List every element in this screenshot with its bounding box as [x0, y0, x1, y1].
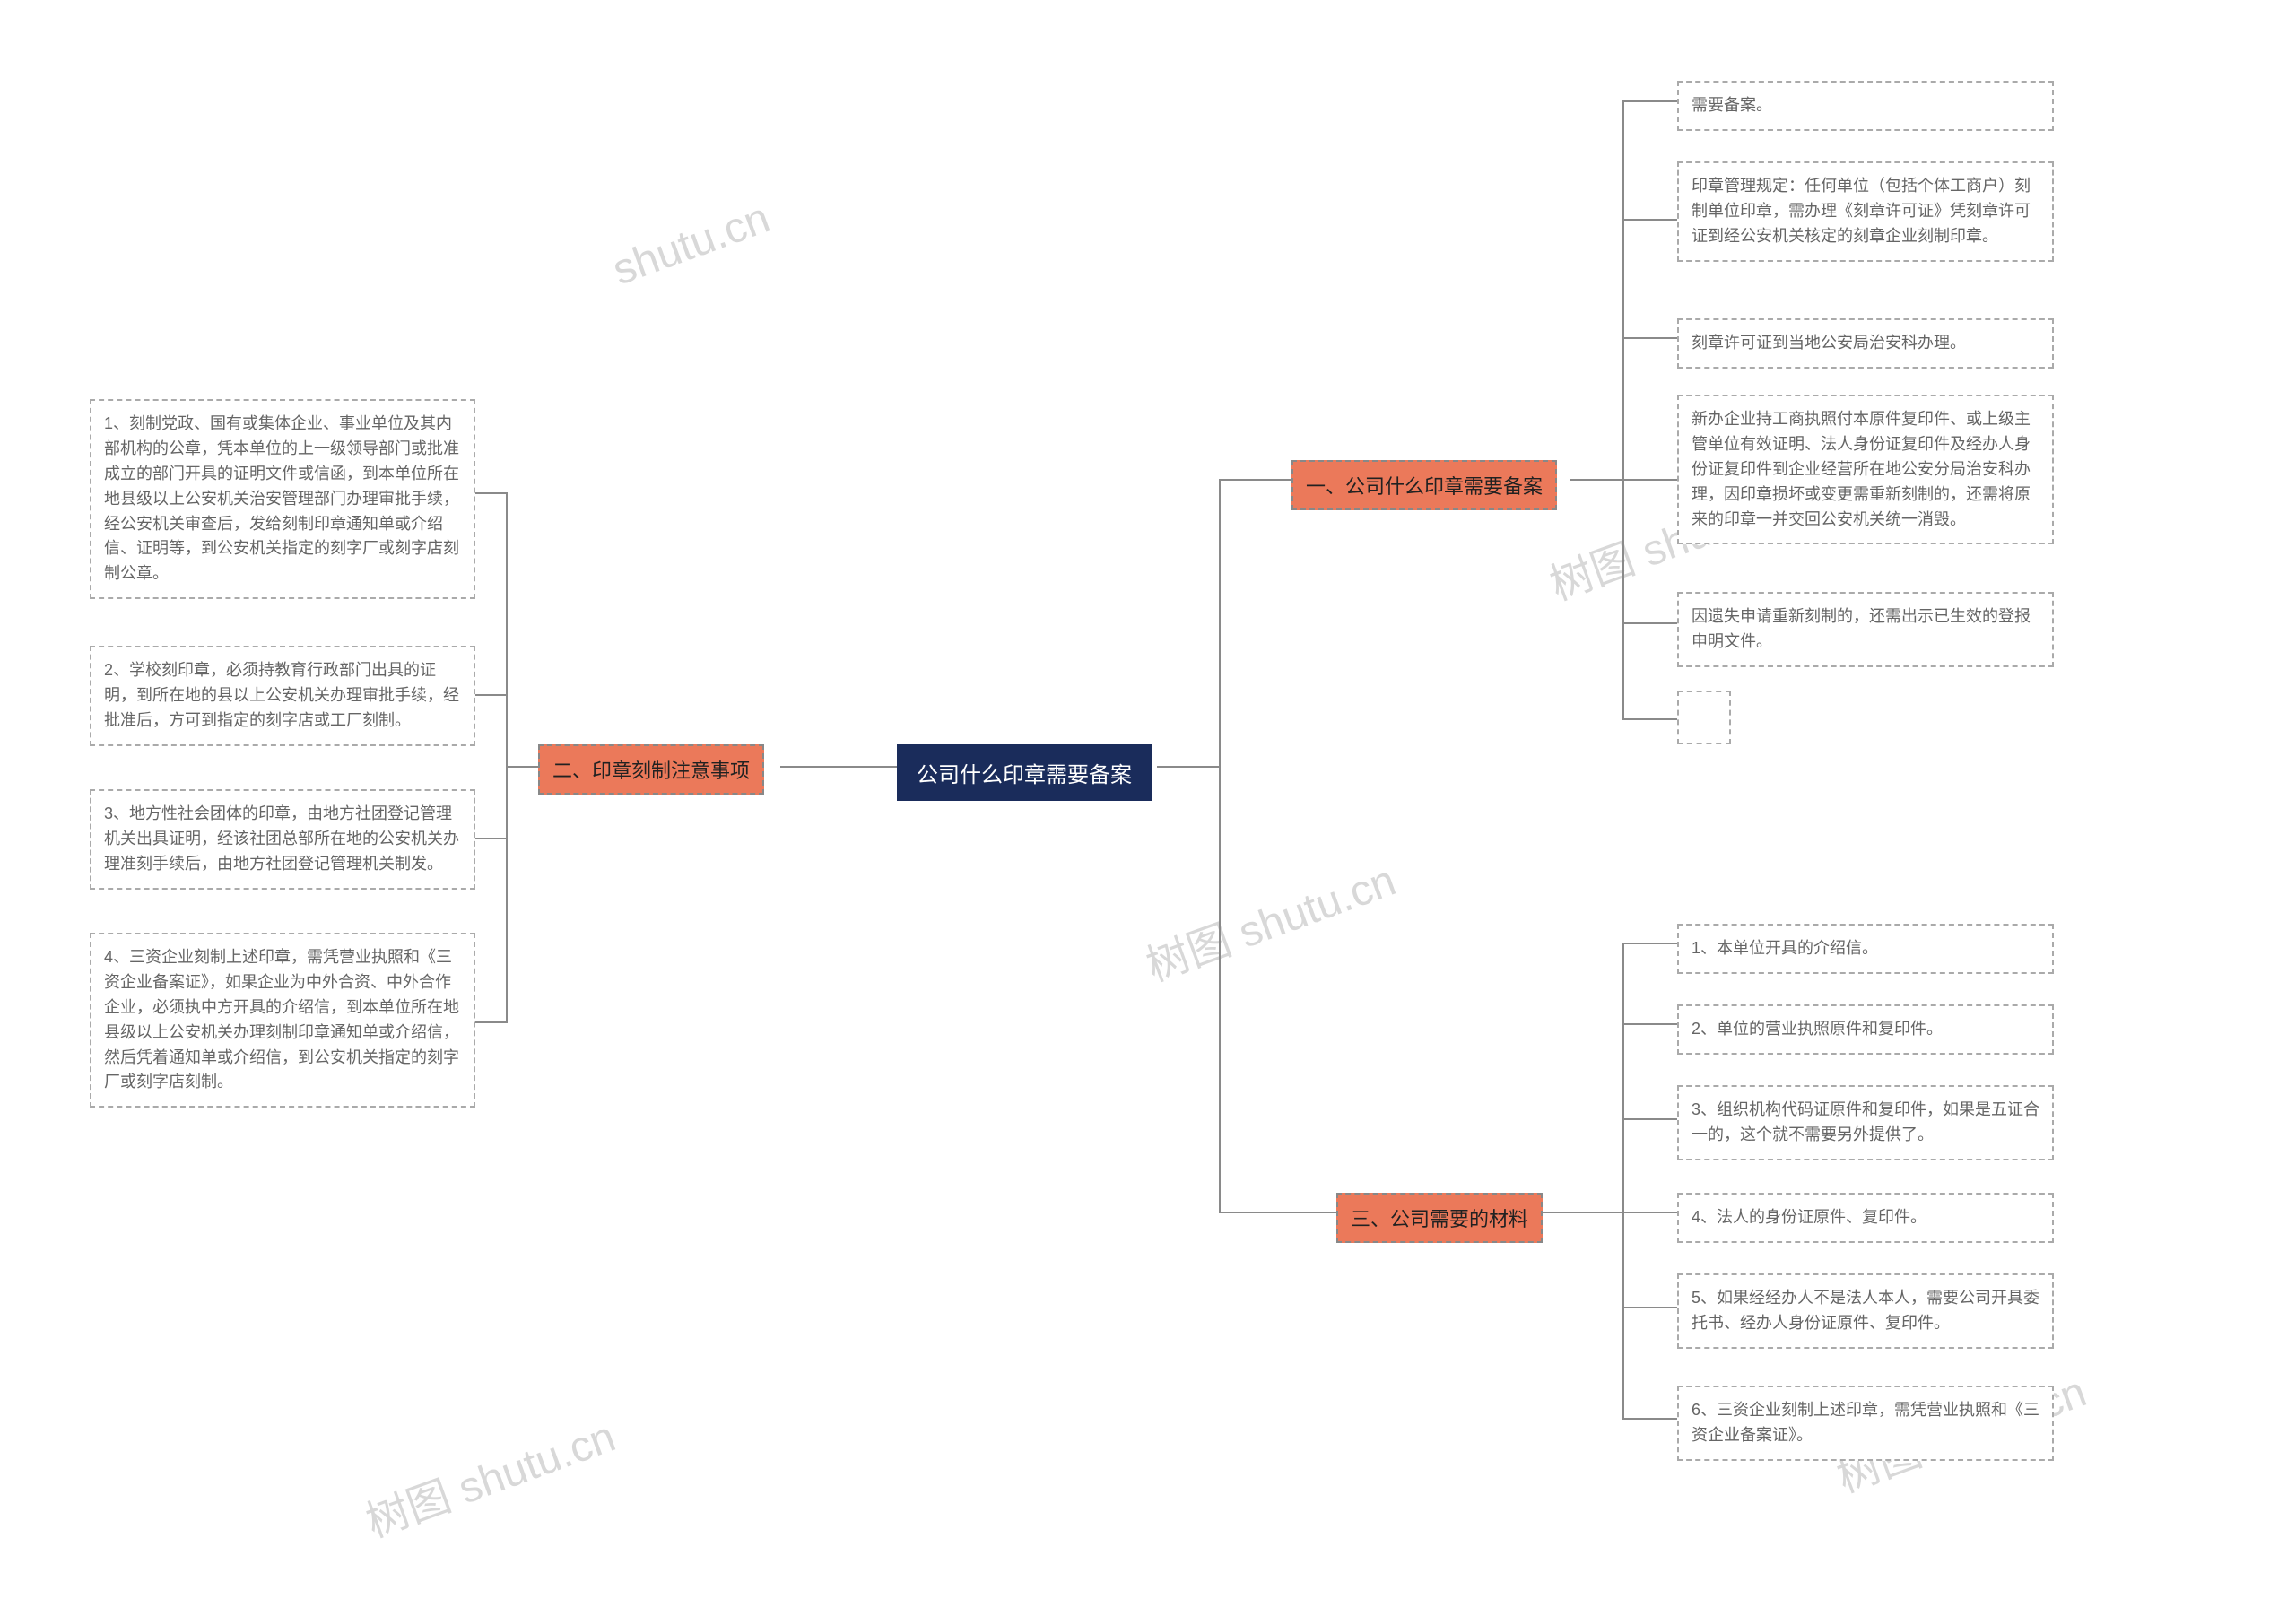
leaf-b1-1: 印章管理规定：任何单位（包括个体工商户）刻制单位印章，需办理《刻章许可证》凭刻章…: [1677, 161, 2054, 262]
leaf-b1-2: 刻章许可证到当地公安局治安科办理。: [1677, 318, 2054, 369]
watermark: 树图 shutu.cn: [1136, 845, 1403, 993]
leaf-b3-2: 3、组织机构代码证原件和复印件，如果是五证合一的，这个就不需要另外提供了。: [1677, 1085, 2054, 1160]
branch-b3: 三、公司需要的材料: [1336, 1193, 1543, 1243]
center-node: 公司什么印章需要备案: [897, 744, 1152, 801]
leaf-b1-0: 需要备案。: [1677, 81, 2054, 131]
branch-b1: 一、公司什么印章需要备案: [1292, 460, 1557, 510]
leaf-b3-4: 5、如果经经办人不是法人本人，需要公司开具委托书、经办人身份证原件、复印件。: [1677, 1273, 2054, 1349]
leaf-b2-1: 2、学校刻印章，必须持教育行政部门出具的证明，到所在地的县以上公安机关办理审批手…: [90, 646, 475, 746]
branch-b2: 二、印章刻制注意事项: [538, 744, 764, 795]
leaf-b2-2: 3、地方性社会团体的印章，由地方社团登记管理机关出具证明，经该社团总部所在地的公…: [90, 789, 475, 890]
leaf-b1-3: 新办企业持工商执照付本原件复印件、或上级主管单位有效证明、法人身份证复印件及经办…: [1677, 395, 2054, 544]
leaf-b2-3: 4、三资企业刻制上述印章，需凭营业执照和《三资企业备案证》，如果企业为中外合资、…: [90, 933, 475, 1108]
leaf-b1-4: 因遗失申请重新刻制的，还需出示已生效的登报申明文件。: [1677, 592, 2054, 667]
leaf-b3-0: 1、本单位开具的介绍信。: [1677, 924, 2054, 974]
leaf-b1-5-empty: [1677, 691, 1731, 744]
leaf-b2-0: 1、刻制党政、国有或集体企业、事业单位及其内部机构的公章，凭本单位的上一级领导部…: [90, 399, 475, 599]
leaf-b3-5: 6、三资企业刻制上述印章，需凭营业执照和《三资企业备案证》。: [1677, 1386, 2054, 1461]
leaf-b3-3: 4、法人的身份证原件、复印件。: [1677, 1193, 2054, 1243]
watermark: 树图 shutu.cn: [356, 1401, 622, 1549]
leaf-b3-1: 2、单位的营业执照原件和复印件。: [1677, 1004, 2054, 1055]
watermark: shutu.cn: [606, 194, 776, 296]
